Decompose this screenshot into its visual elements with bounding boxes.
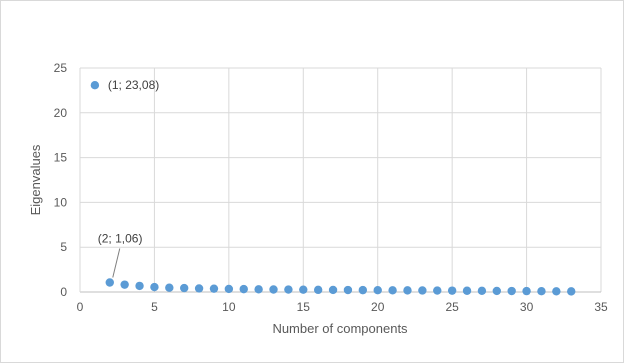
point-label-2: (2; 1,06)	[98, 232, 143, 246]
data-point	[284, 285, 293, 294]
y-tick-label: 0	[60, 285, 67, 299]
point-label-2-leader	[112, 248, 121, 278]
annotations: (1; 23,08) (2; 1,06)	[98, 78, 159, 278]
data-point	[194, 284, 204, 293]
axes	[79, 68, 601, 293]
data-point	[209, 284, 219, 293]
x-tick-label: 20	[371, 300, 385, 314]
data-point	[180, 283, 189, 293]
data-point	[135, 281, 144, 291]
data-point	[358, 285, 368, 295]
data-point	[373, 286, 382, 295]
y-tick-label: 5	[60, 240, 67, 254]
y-tick-labels: 0 5 10 15 20 25	[54, 61, 68, 299]
data-point	[567, 287, 576, 296]
y-tick-label: 10	[54, 195, 68, 209]
x-tick-label: 15	[297, 300, 311, 314]
point-label-1: (1; 23,08)	[108, 78, 159, 92]
data-point	[507, 286, 516, 296]
data-points	[90, 81, 576, 296]
data-point	[105, 278, 114, 287]
data-point	[165, 283, 174, 292]
data-point	[492, 286, 501, 296]
data-point	[269, 285, 278, 294]
y-tick-label: 20	[54, 106, 68, 120]
y-axis-title: Eigenvalues	[28, 144, 43, 215]
data-point	[224, 284, 234, 294]
data-point	[239, 284, 248, 294]
x-tick-label: 10	[222, 300, 236, 314]
x-tick-label: 0	[77, 300, 84, 314]
x-tick-labels: 0 5 10 15 20 25 30 35	[77, 300, 608, 314]
x-tick-label: 30	[520, 300, 534, 314]
data-point	[313, 285, 323, 295]
data-point	[522, 286, 531, 296]
data-point	[254, 285, 263, 294]
data-point	[462, 286, 472, 295]
data-point	[447, 286, 457, 295]
x-tick-label: 35	[594, 300, 608, 314]
data-point	[343, 285, 353, 295]
x-axis-title: Number of components	[272, 321, 408, 336]
data-point	[418, 286, 427, 295]
data-point	[552, 287, 561, 296]
data-point	[299, 285, 308, 294]
data-point	[388, 286, 397, 295]
data-point	[537, 286, 546, 296]
data-point	[477, 286, 487, 296]
data-point	[433, 286, 442, 295]
data-point	[90, 81, 100, 90]
data-point	[150, 282, 159, 292]
x-tick-label: 5	[151, 300, 158, 314]
grid	[80, 67, 602, 292]
data-point	[120, 280, 129, 289]
x-tick-label: 25	[445, 300, 459, 314]
y-tick-label: 25	[54, 61, 68, 75]
data-point	[328, 285, 338, 295]
data-point	[403, 286, 412, 295]
y-tick-label: 15	[54, 151, 68, 165]
